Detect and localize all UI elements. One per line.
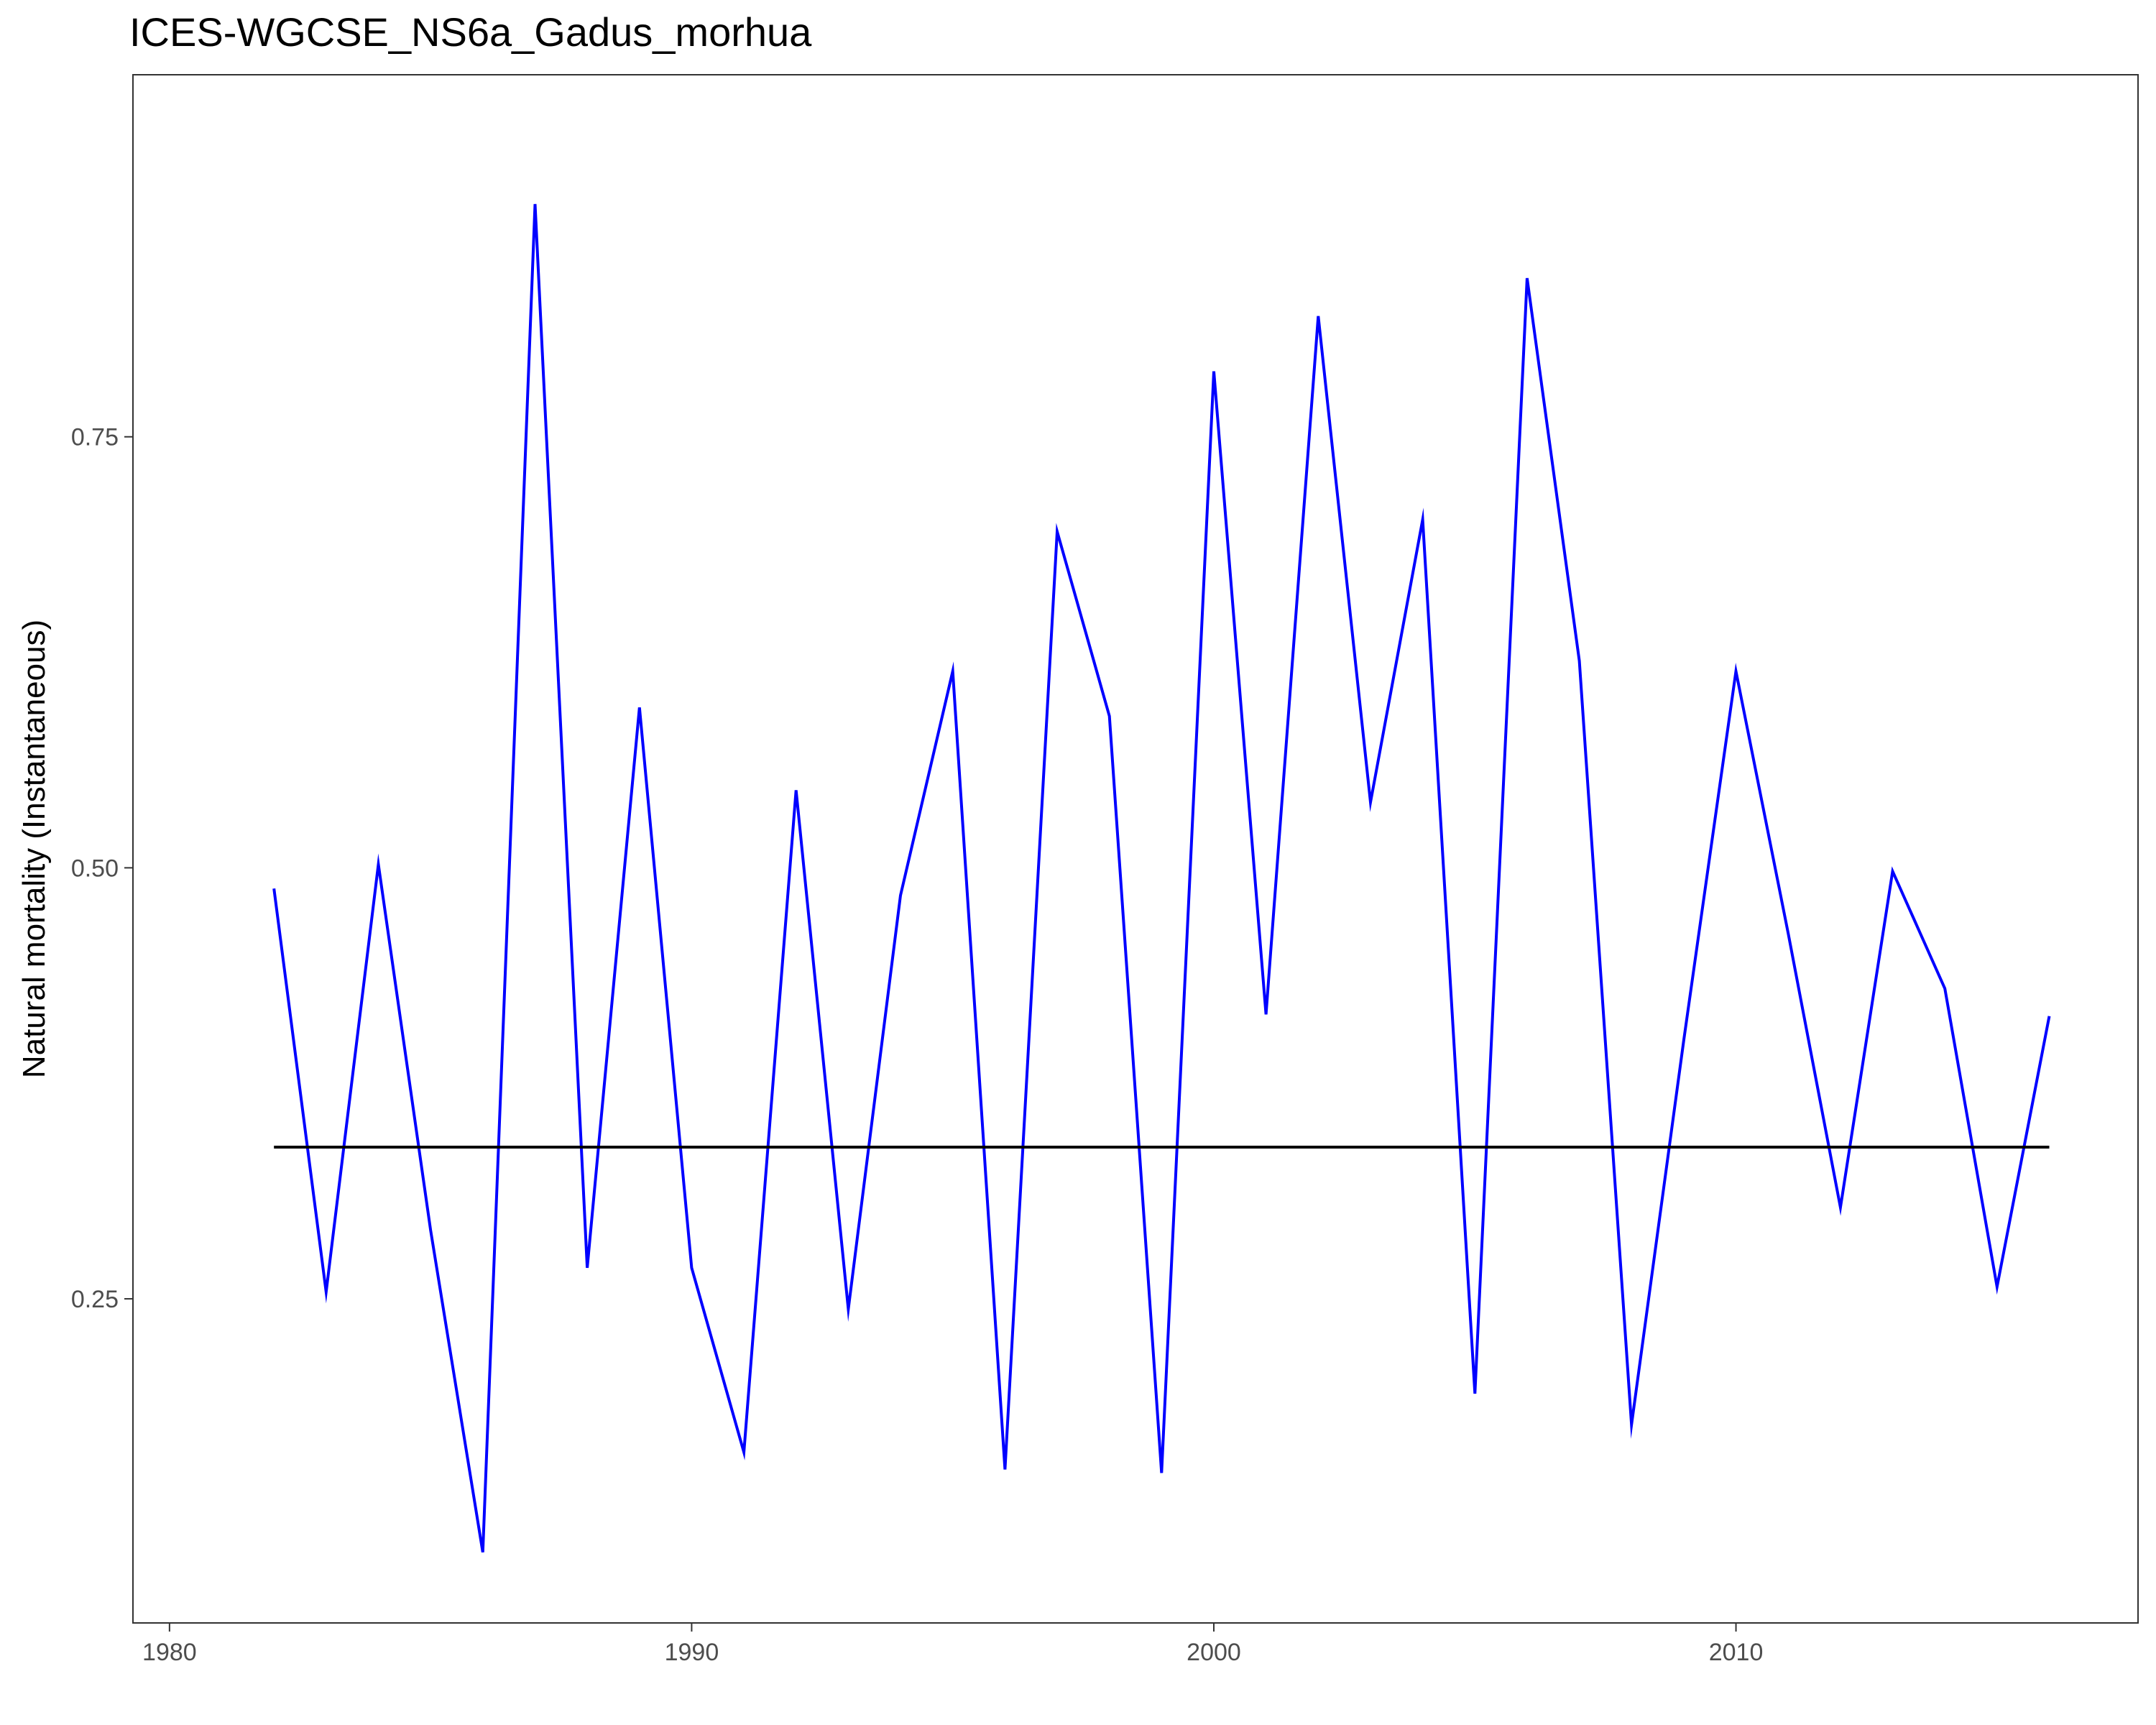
series-line-mortality	[272, 203, 2051, 1553]
x-tick-label: 2000	[1187, 1639, 1241, 1666]
y-axis: 0.25 0.50 0.75	[71, 424, 133, 1313]
x-tick-label: 2010	[1709, 1639, 1764, 1666]
y-tick-label: 0.25	[71, 1286, 119, 1313]
series-layer	[272, 203, 2051, 1553]
x-tick-label: 1980	[142, 1639, 197, 1666]
y-tick-label: 0.50	[71, 855, 119, 882]
chart-title: ICES-WGCSE_NS6a_Gadus_morhua	[129, 9, 812, 55]
y-axis-label: Natural mortality (Instantaneous)	[17, 620, 52, 1078]
y-tick-label: 0.75	[71, 424, 119, 451]
x-tick-label: 1990	[665, 1639, 719, 1666]
x-axis: 1980 1990 2000 2010	[142, 1623, 1763, 1666]
plot-panel	[132, 74, 2139, 1624]
